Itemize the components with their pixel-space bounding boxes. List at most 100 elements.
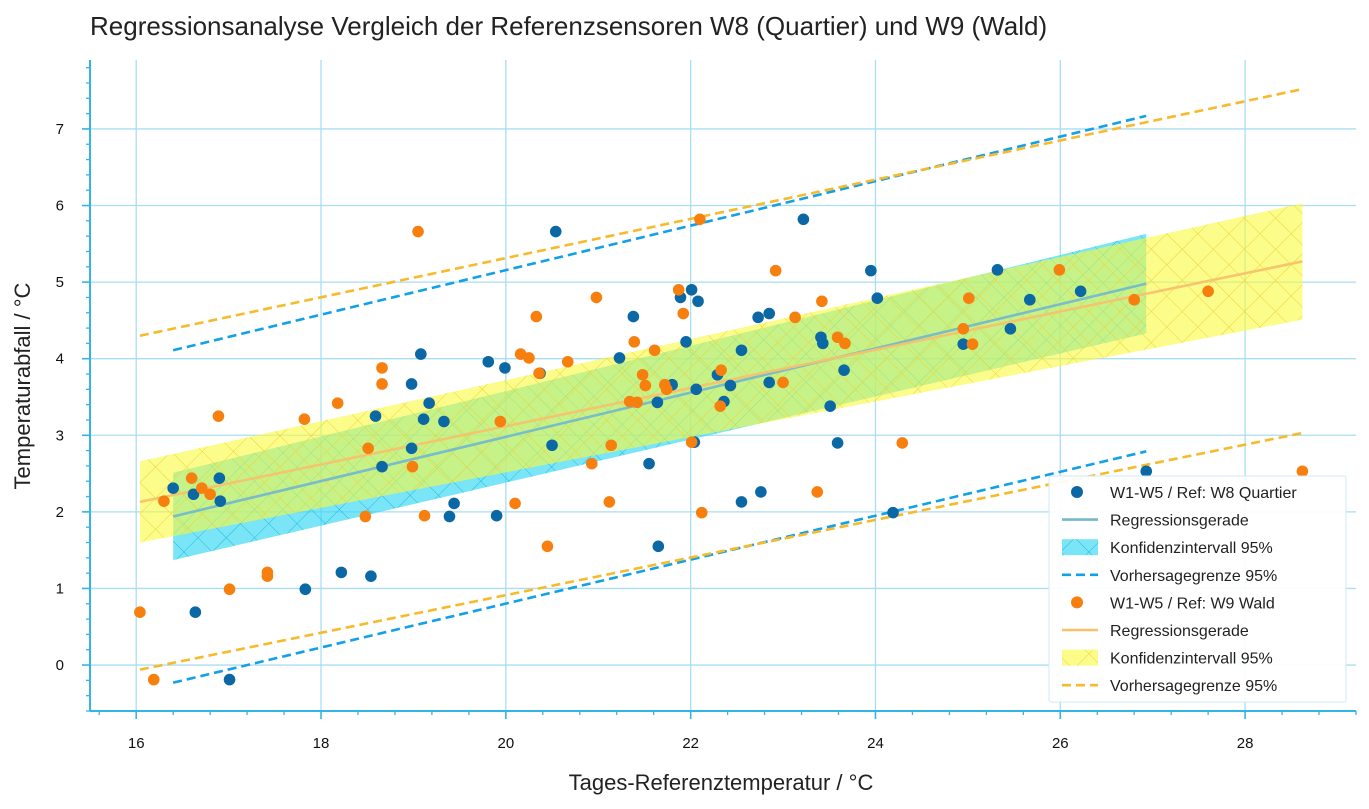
data-point-w8 bbox=[763, 307, 776, 320]
data-point-w9 bbox=[196, 482, 208, 494]
data-point-w9 bbox=[603, 496, 616, 508]
scatter-points bbox=[134, 213, 1309, 686]
data-point-w8 bbox=[423, 397, 435, 409]
data-point-w8 bbox=[991, 264, 1004, 276]
y-tick-label: 2 bbox=[56, 504, 64, 521]
legend-marker-scatter-w9 bbox=[1071, 596, 1083, 609]
data-point-w8 bbox=[865, 264, 877, 277]
data-point-w9 bbox=[223, 583, 236, 596]
prediction-limit-upper-w9 bbox=[139, 87, 1303, 337]
y-tick-label: 4 bbox=[56, 351, 64, 368]
data-point-w9 bbox=[789, 311, 801, 324]
data-point-w9 bbox=[605, 439, 617, 452]
data-point-w9 bbox=[362, 442, 374, 455]
legend-marker-band-w9 bbox=[1062, 649, 1098, 666]
legend-marker-scatter-w8 bbox=[1071, 486, 1083, 498]
data-point-w8 bbox=[680, 336, 692, 348]
legend-marker-band-w8 bbox=[1062, 539, 1098, 556]
legend-label: Regressionsgerade bbox=[1110, 623, 1249, 640]
data-point-w8 bbox=[735, 344, 748, 357]
data-point-w8 bbox=[685, 283, 698, 296]
data-point-w9 bbox=[816, 295, 828, 308]
data-point-w9 bbox=[530, 310, 543, 323]
data-point-w9 bbox=[695, 506, 708, 519]
data-point-w8 bbox=[415, 348, 427, 360]
data-point-w9 bbox=[896, 437, 909, 449]
data-point-w8 bbox=[755, 486, 767, 498]
y-tick-label: 5 bbox=[56, 274, 64, 291]
data-point-w8 bbox=[763, 376, 776, 389]
data-point-w9 bbox=[963, 292, 975, 304]
data-point-w8 bbox=[443, 510, 456, 523]
data-point-w8 bbox=[405, 378, 418, 390]
data-point-w8 bbox=[369, 410, 382, 422]
data-point-w8 bbox=[831, 437, 844, 449]
x-tick-label: 26 bbox=[1052, 735, 1069, 752]
data-point-w9 bbox=[1128, 293, 1141, 306]
data-point-w9 bbox=[769, 264, 782, 277]
data-point-w9 bbox=[685, 436, 698, 448]
data-point-w8 bbox=[797, 213, 810, 226]
data-point-w8 bbox=[871, 292, 884, 304]
data-point-w8 bbox=[651, 396, 664, 409]
data-point-w9 bbox=[494, 415, 507, 428]
data-point-w8 bbox=[817, 337, 829, 350]
data-point-w9 bbox=[204, 488, 216, 501]
axes: 0 1 2 3 4 5 6 7 16 18 20 22 24 26 28 bbox=[56, 60, 1357, 752]
prediction-limit-upper-w8 bbox=[172, 114, 1147, 352]
data-point-w9 bbox=[261, 566, 274, 579]
data-point-w9 bbox=[1296, 465, 1309, 478]
data-point-w9 bbox=[298, 413, 311, 425]
data-point-w8 bbox=[627, 310, 640, 323]
data-point-w9 bbox=[966, 338, 979, 350]
legend: W1-W5 / Ref: W8 Quartier Regressionsgerad… bbox=[1048, 475, 1347, 703]
data-point-w9 bbox=[376, 378, 388, 390]
data-point-w8 bbox=[405, 442, 418, 455]
data-point-w9 bbox=[694, 213, 706, 226]
data-point-w9 bbox=[585, 457, 598, 470]
data-point-w9 bbox=[331, 397, 344, 409]
legend-label: Konfidenzintervall 95% bbox=[1110, 540, 1273, 557]
data-point-w9 bbox=[839, 337, 851, 350]
data-point-w9 bbox=[957, 323, 970, 335]
x-tick-label: 28 bbox=[1237, 735, 1254, 752]
data-point-w9 bbox=[714, 400, 727, 412]
data-point-w8 bbox=[735, 496, 748, 508]
data-point-w9 bbox=[509, 497, 521, 510]
legend-frame bbox=[1048, 475, 1347, 703]
data-point-w8 bbox=[187, 488, 200, 501]
data-point-w8 bbox=[1004, 323, 1017, 335]
data-point-w8 bbox=[1140, 465, 1153, 478]
data-point-w9 bbox=[1053, 264, 1066, 276]
data-point-w9 bbox=[541, 540, 554, 553]
data-point-w9 bbox=[134, 606, 146, 619]
legend-label: Vorhersagegrenze 95% bbox=[1110, 568, 1277, 585]
data-point-w9 bbox=[418, 509, 431, 522]
legend-label: W1-W5 / Ref: W9 Wald bbox=[1110, 595, 1275, 612]
data-point-w8 bbox=[643, 457, 655, 470]
data-point-w8 bbox=[189, 606, 202, 619]
y-tick-label: 0 bbox=[56, 657, 64, 674]
data-point-w9 bbox=[660, 383, 673, 396]
data-point-w9 bbox=[639, 379, 652, 392]
data-point-w8 bbox=[549, 225, 562, 238]
data-point-w8 bbox=[752, 311, 764, 324]
data-point-w8 bbox=[690, 383, 703, 396]
data-point-w8 bbox=[167, 482, 179, 494]
data-point-w8 bbox=[365, 570, 377, 583]
y-axis-label: Temperaturabfall / °C bbox=[10, 282, 35, 489]
y-tick-label: 1 bbox=[56, 580, 64, 597]
x-tick-label: 16 bbox=[128, 735, 145, 752]
data-point-w9 bbox=[412, 225, 424, 238]
data-point-w8 bbox=[482, 355, 495, 368]
data-point-w8 bbox=[887, 506, 899, 519]
prediction-limit-lower-w8 bbox=[172, 450, 1147, 684]
data-point-w9 bbox=[406, 460, 419, 473]
data-point-w8 bbox=[652, 540, 665, 553]
data-point-w8 bbox=[448, 497, 460, 510]
x-axis-label: Tages-Referenztemperatur / °C bbox=[569, 770, 874, 795]
x-tick-label: 20 bbox=[497, 735, 514, 752]
data-point-w9 bbox=[359, 510, 372, 523]
data-point-w9 bbox=[185, 472, 198, 484]
